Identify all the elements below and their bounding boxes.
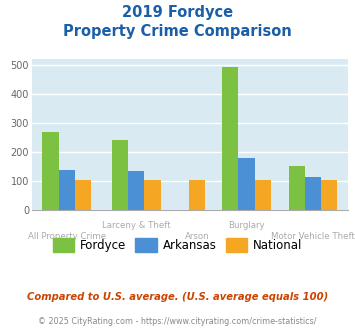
Text: Burglary: Burglary [228,221,265,230]
Text: 2019 Fordyce: 2019 Fordyce [122,5,233,20]
Bar [321,180,338,210]
Bar [238,158,255,210]
Bar [144,180,161,210]
Text: Larceny & Theft: Larceny & Theft [102,221,171,230]
Legend: Fordyce, Arkansas, National: Fordyce, Arkansas, National [48,233,307,256]
Bar [59,170,75,210]
Text: All Property Crime: All Property Crime [28,232,106,241]
Bar [112,140,128,210]
Bar [222,67,238,210]
Text: Motor Vehicle Theft: Motor Vehicle Theft [271,232,355,241]
Text: Compared to U.S. average. (U.S. average equals 100): Compared to U.S. average. (U.S. average … [27,292,328,302]
Bar [289,166,305,210]
Bar [189,180,205,210]
Text: © 2025 CityRating.com - https://www.cityrating.com/crime-statistics/: © 2025 CityRating.com - https://www.city… [38,317,317,326]
Text: Arson: Arson [185,232,209,241]
Bar [42,132,59,210]
Bar [305,177,321,210]
Bar [128,171,144,210]
Bar [75,180,91,210]
Text: Property Crime Comparison: Property Crime Comparison [63,24,292,39]
Bar [255,180,271,210]
